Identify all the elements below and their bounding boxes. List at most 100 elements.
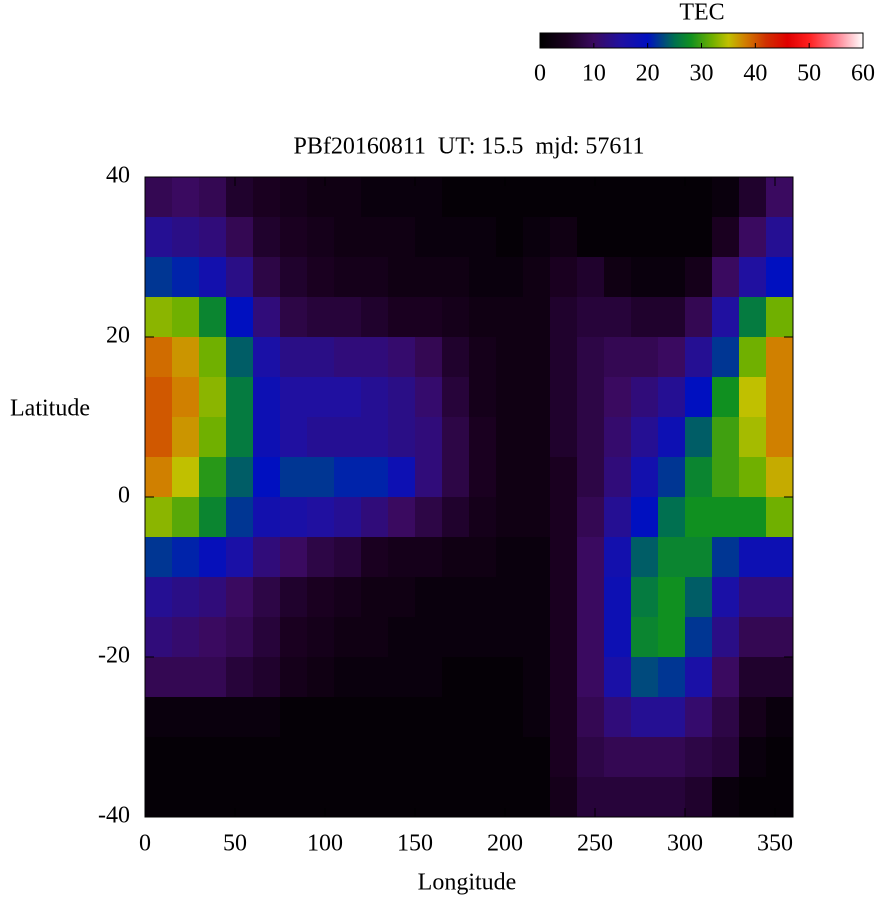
heatmap-cell bbox=[685, 377, 713, 418]
heatmap-cell bbox=[739, 617, 767, 658]
heatmap-cell bbox=[145, 377, 173, 418]
colorbar-tick-label: 30 bbox=[690, 61, 714, 87]
heatmap-cell bbox=[469, 177, 497, 218]
heatmap-cell bbox=[253, 657, 281, 698]
heatmap-cell bbox=[712, 737, 740, 778]
heatmap-cell bbox=[226, 257, 254, 298]
heatmap-cell bbox=[334, 537, 362, 578]
heatmap-cell bbox=[388, 297, 416, 338]
heatmap-cell bbox=[712, 377, 740, 418]
heatmap-cell bbox=[388, 697, 416, 738]
y-tick-label: -40 bbox=[98, 803, 130, 829]
heatmap-cell bbox=[523, 497, 551, 538]
heatmap-cell bbox=[469, 457, 497, 498]
heatmap-cell bbox=[361, 257, 389, 298]
heatmap-cell bbox=[469, 297, 497, 338]
heatmap-cell bbox=[280, 177, 308, 218]
heatmap-cell bbox=[226, 417, 254, 458]
heatmap-cell bbox=[361, 417, 389, 458]
heatmap-cell bbox=[415, 537, 443, 578]
heatmap-cell bbox=[550, 177, 578, 218]
colorbar-tick-label: 10 bbox=[582, 61, 606, 87]
heatmap-cell bbox=[388, 657, 416, 698]
heatmap-cell bbox=[199, 337, 227, 378]
heatmap-cell bbox=[361, 577, 389, 618]
heatmap-cell bbox=[226, 497, 254, 538]
heatmap-cell bbox=[415, 497, 443, 538]
heatmap-cell bbox=[685, 337, 713, 378]
heatmap-cell bbox=[658, 537, 686, 578]
heatmap-cell bbox=[469, 377, 497, 418]
heatmap-cell bbox=[415, 217, 443, 258]
heatmap-cell bbox=[442, 737, 470, 778]
heatmap-cell bbox=[145, 537, 173, 578]
heatmap-cell bbox=[496, 177, 524, 218]
heatmap-cell bbox=[631, 377, 659, 418]
heatmap-cell bbox=[442, 337, 470, 378]
heatmap-cell bbox=[442, 417, 470, 458]
heatmap-cell bbox=[604, 617, 632, 658]
heatmap-cell bbox=[496, 457, 524, 498]
heatmap-cell bbox=[712, 617, 740, 658]
heatmap-cell bbox=[388, 337, 416, 378]
heatmap-cell bbox=[712, 417, 740, 458]
heatmap-cell bbox=[334, 497, 362, 538]
heatmap-cell bbox=[226, 777, 254, 818]
heatmap-cell bbox=[739, 297, 767, 338]
heatmap-cell bbox=[469, 617, 497, 658]
heatmap-cell bbox=[712, 697, 740, 738]
heatmap-cell bbox=[253, 377, 281, 418]
heatmap-cell bbox=[685, 657, 713, 698]
heatmap-cell bbox=[550, 377, 578, 418]
heatmap-cell bbox=[658, 777, 686, 818]
x-tick-label: 50 bbox=[223, 831, 247, 857]
heatmap-cell bbox=[496, 217, 524, 258]
heatmap-cell bbox=[280, 497, 308, 538]
heatmap-cell bbox=[280, 417, 308, 458]
heatmap-cell bbox=[307, 297, 335, 338]
heatmap-cell bbox=[766, 217, 794, 258]
heatmap-cell bbox=[226, 457, 254, 498]
heatmap-cell bbox=[604, 377, 632, 418]
heatmap-cell bbox=[685, 537, 713, 578]
heatmap-cell bbox=[172, 657, 200, 698]
heatmap-cell bbox=[307, 497, 335, 538]
heatmap-cell bbox=[442, 177, 470, 218]
heatmap-cell bbox=[658, 417, 686, 458]
heatmap-cell bbox=[226, 337, 254, 378]
heatmap-cell bbox=[577, 777, 605, 818]
heatmap-cell bbox=[253, 777, 281, 818]
heatmap-cell bbox=[172, 177, 200, 218]
heatmap-cell bbox=[199, 537, 227, 578]
heatmap-cell bbox=[280, 297, 308, 338]
heatmap-cell bbox=[361, 777, 389, 818]
colorbar-label: TEC bbox=[679, 0, 724, 26]
heatmap-cell bbox=[253, 457, 281, 498]
heatmap-cell bbox=[766, 657, 794, 698]
heatmap-cell bbox=[604, 737, 632, 778]
heatmap-cell bbox=[712, 177, 740, 218]
heatmap-cell bbox=[631, 617, 659, 658]
heatmap-cell bbox=[145, 417, 173, 458]
heatmap-cell bbox=[307, 697, 335, 738]
heatmap-cell bbox=[226, 617, 254, 658]
heatmap-cell bbox=[415, 617, 443, 658]
heatmap-cell bbox=[145, 657, 173, 698]
heatmap-cell bbox=[631, 217, 659, 258]
heatmap-cell bbox=[523, 617, 551, 658]
heatmap-cell bbox=[658, 177, 686, 218]
heatmap-cell bbox=[631, 457, 659, 498]
heatmap-cell bbox=[388, 177, 416, 218]
heatmap-cell bbox=[442, 257, 470, 298]
heatmap-cell bbox=[307, 417, 335, 458]
heatmap-cell bbox=[361, 337, 389, 378]
heatmap-cell bbox=[253, 257, 281, 298]
heatmap-cell bbox=[280, 377, 308, 418]
heatmap-cell bbox=[388, 217, 416, 258]
heatmap-cell bbox=[172, 497, 200, 538]
heatmap-cell bbox=[334, 657, 362, 698]
heatmap-cell bbox=[334, 377, 362, 418]
heatmap-cell bbox=[739, 777, 767, 818]
heatmap-cell bbox=[685, 577, 713, 618]
heatmap-cell bbox=[388, 457, 416, 498]
